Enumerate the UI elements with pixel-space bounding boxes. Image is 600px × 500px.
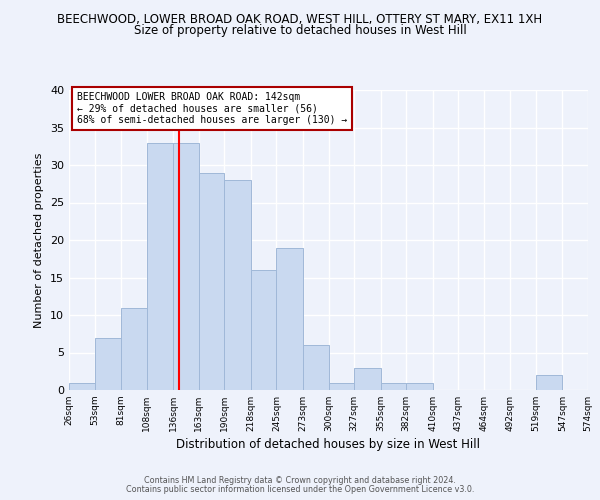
Bar <box>69 382 95 390</box>
Bar <box>406 382 433 390</box>
Bar <box>173 142 199 390</box>
Bar <box>224 180 251 390</box>
Bar <box>536 375 562 390</box>
Y-axis label: Number of detached properties: Number of detached properties <box>34 152 44 328</box>
Bar <box>121 308 146 390</box>
Bar <box>146 142 173 390</box>
Text: Size of property relative to detached houses in West Hill: Size of property relative to detached ho… <box>134 24 466 37</box>
Bar <box>329 382 354 390</box>
Bar <box>199 172 224 390</box>
Bar <box>277 248 303 390</box>
Text: BEECHWOOD LOWER BROAD OAK ROAD: 142sqm
← 29% of detached houses are smaller (56): BEECHWOOD LOWER BROAD OAK ROAD: 142sqm ←… <box>77 92 347 124</box>
Bar <box>251 270 277 390</box>
Bar <box>95 338 121 390</box>
X-axis label: Distribution of detached houses by size in West Hill: Distribution of detached houses by size … <box>176 438 481 451</box>
Text: Contains public sector information licensed under the Open Government Licence v3: Contains public sector information licen… <box>126 485 474 494</box>
Bar <box>380 382 406 390</box>
Bar <box>354 368 380 390</box>
Text: BEECHWOOD, LOWER BROAD OAK ROAD, WEST HILL, OTTERY ST MARY, EX11 1XH: BEECHWOOD, LOWER BROAD OAK ROAD, WEST HI… <box>58 12 542 26</box>
Text: Contains HM Land Registry data © Crown copyright and database right 2024.: Contains HM Land Registry data © Crown c… <box>144 476 456 485</box>
Bar <box>303 345 329 390</box>
